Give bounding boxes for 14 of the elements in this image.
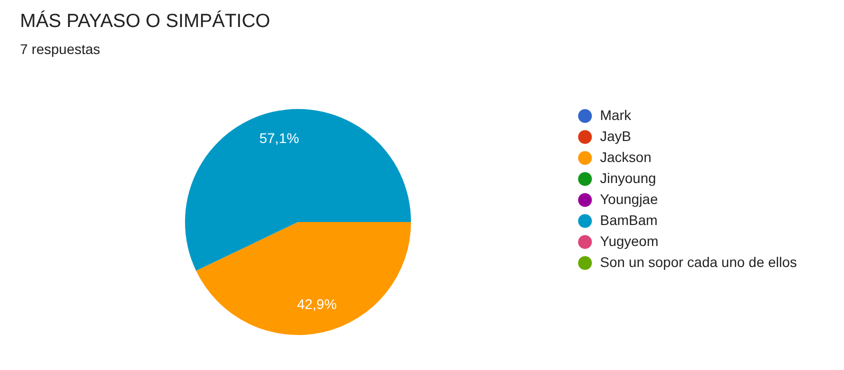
text: 7 respuestas (20, 41, 100, 57)
chart-title: MÁS PAYASO O SIMPÁTICO (20, 10, 270, 32)
legend-label: Jinyoung (600, 170, 656, 186)
legend-label: Son un sopor cada uno de ellos (600, 254, 797, 270)
legend-label: JayB (600, 128, 632, 144)
legend-label: BamBam (600, 212, 658, 228)
pie-slice (196, 222, 411, 335)
legend-label: Mark (600, 107, 632, 123)
legend-label: Youngjae (600, 191, 658, 207)
pie-slice (185, 109, 411, 271)
legend-label: Yugyeom (600, 233, 658, 249)
legend-label: Jackson (600, 149, 652, 165)
data-label: 57,1% (259, 130, 300, 146)
data-label: 42,9% (296, 296, 337, 312)
